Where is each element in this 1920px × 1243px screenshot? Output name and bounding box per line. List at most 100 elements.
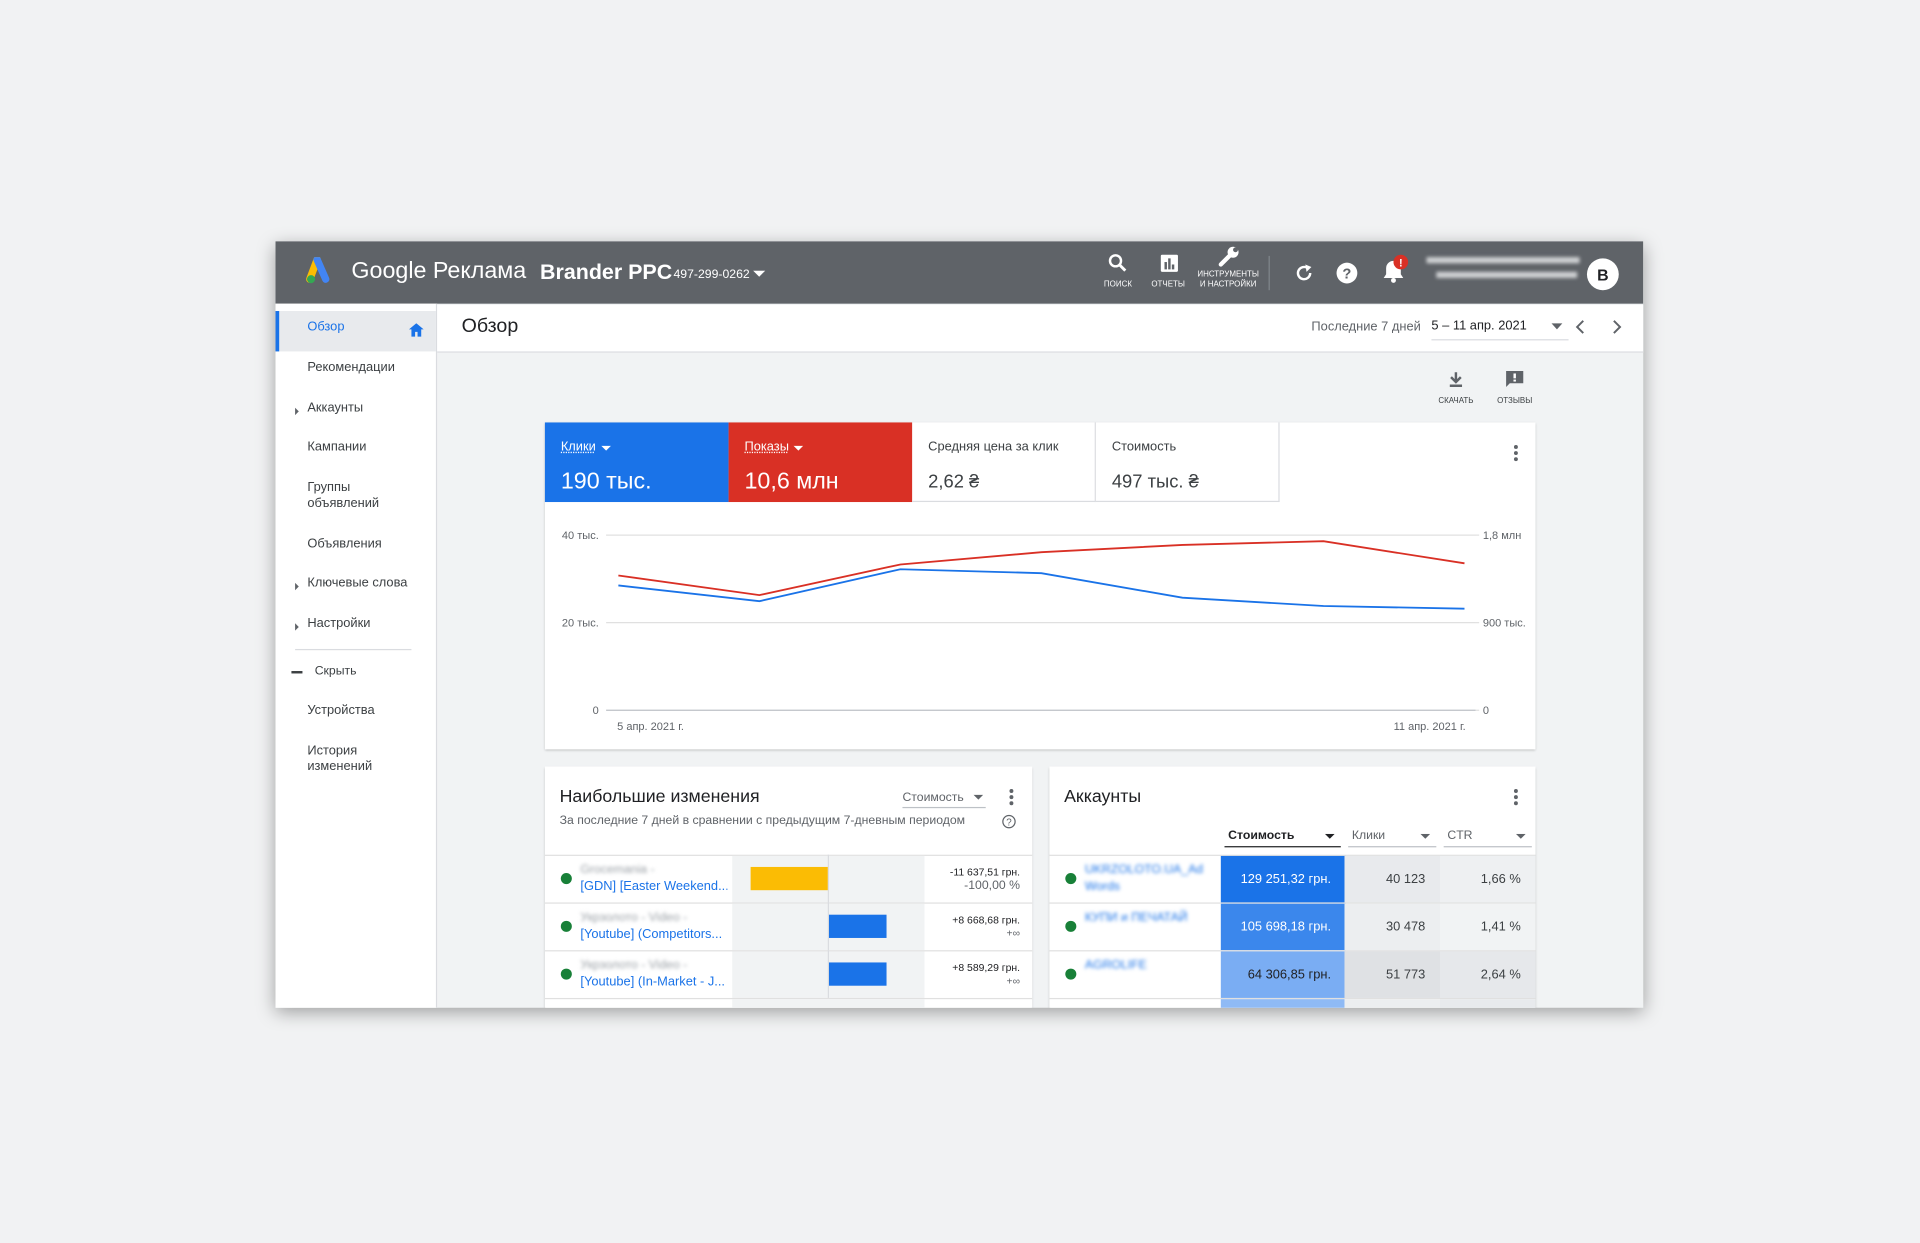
table-cell: 2,64 %: [1440, 951, 1536, 998]
tool-label[interactable]: ИНСТРУМЕНТЫ И НАСТРОЙКИ: [1197, 270, 1259, 289]
metric-tile[interactable]: Средняя цена за клик 2,62 ₴: [912, 422, 1096, 503]
x-tick-label: 5 апр. 2021 г.: [617, 721, 684, 733]
column-header[interactable]: CTR: [1447, 828, 1473, 843]
metric-caret[interactable]: [601, 445, 612, 452]
tool-label[interactable]: ПОИСК: [1103, 280, 1132, 289]
y2-tick-label: 0: [1483, 705, 1489, 717]
sort-caret[interactable]: [1324, 833, 1335, 840]
account-link[interactable]: AGROLIFE: [1084, 958, 1147, 973]
tool-label[interactable]: ОТЧЕТЫ: [1151, 280, 1185, 289]
nav-item[interactable]: Объявления: [307, 536, 382, 552]
feedback-icon[interactable]: [1505, 370, 1525, 390]
date-range[interactable]: 5 – 11 апр. 2021: [1431, 318, 1569, 341]
ads-logo: [306, 257, 330, 284]
row-border: [1049, 950, 1536, 952]
nav-active-bar: [275, 311, 280, 352]
action-label[interactable]: ОТЗЫВЫ: [1497, 396, 1533, 406]
nav-collapse[interactable]: Скрыть: [314, 664, 357, 679]
x-tick-label: 11 апр. 2021 г.: [1394, 721, 1466, 733]
change-bar: [750, 866, 828, 891]
sort-caret[interactable]: [1515, 833, 1526, 840]
nav-active-bg: [275, 311, 436, 352]
nav-item[interactable]: Устройства: [307, 702, 375, 718]
sort-dropdown[interactable]: Стоимость: [902, 791, 986, 809]
nav-item[interactable]: Настройки: [307, 615, 371, 631]
row-border: [544, 854, 1033, 856]
status-dot: [560, 968, 572, 980]
campaign-link[interactable]: [GDN] [Easter Weekend...: [580, 879, 728, 894]
date-caret[interactable]: [1551, 323, 1563, 330]
svg-text:!: !: [1399, 257, 1403, 269]
metric-tile[interactable]: Показы 10,6 млн: [728, 422, 913, 503]
notifications-icon[interactable]: !: [1380, 253, 1409, 285]
change-bar: [828, 962, 886, 986]
nav-divider: [295, 648, 412, 651]
search-icon[interactable]: [1108, 253, 1128, 273]
status-dot: [560, 920, 572, 932]
metric-tile[interactable]: Клики 190 тыс.: [544, 422, 729, 503]
row-border: [1049, 902, 1536, 904]
change-value: +8 668,68 грн.: [952, 913, 1021, 926]
account-id: 497-299-0262: [673, 268, 750, 282]
metric-tile[interactable]: Стоимость 497 тыс. ₴: [1095, 422, 1280, 503]
campaign-link[interactable]: [Youtube] (In-Market - J...: [580, 974, 726, 990]
nav-item[interactable]: Ключевые слова: [307, 575, 408, 591]
nav-item[interactable]: Аккаунты: [307, 400, 364, 416]
metric-value: 190 тыс.: [560, 468, 652, 495]
bar-cell-bg: [732, 999, 925, 1008]
nav-arrow: [295, 407, 299, 416]
status-dot: [1065, 968, 1077, 980]
campaign-link[interactable]: [Youtube] (Competitors...: [580, 926, 723, 942]
metric-caret[interactable]: [793, 445, 804, 452]
table-cell: [1440, 999, 1536, 1008]
prev-period[interactable]: [1575, 320, 1587, 335]
tools-icon[interactable]: [1216, 245, 1240, 267]
avatar[interactable]: B: [1586, 257, 1620, 291]
download-icon[interactable]: [1447, 371, 1464, 388]
account-link[interactable]: КУПИ и ПЕЧАТАЙ: [1084, 911, 1188, 925]
account-name: Укрзолото - Video -: [580, 958, 688, 973]
col-divider: [827, 902, 829, 951]
header-underline: [1224, 846, 1341, 848]
y-tick-label: 20 тыс.: [562, 617, 599, 629]
card-menu[interactable]: [1510, 443, 1522, 465]
divider: [1268, 255, 1270, 291]
status-dot: [1065, 920, 1077, 932]
change-bar: [828, 914, 887, 938]
column-header[interactable]: Стоимость: [1228, 828, 1295, 843]
account-caret[interactable]: [753, 270, 766, 278]
column-header[interactable]: Клики: [1351, 828, 1386, 843]
y2-tick-label: 1,8 млн: [1483, 530, 1521, 542]
table-cell: 1,66 %: [1440, 855, 1536, 903]
table-cell: 105 698,18 грн.: [1220, 903, 1346, 951]
accounts-card: Аккаунты Стоимость Клики CTR UKRZOLOTO.UA_A…: [1049, 766, 1536, 1008]
y2-tick-label: 900 тыс.: [1483, 617, 1526, 629]
nav-item[interactable]: Обзор: [307, 319, 345, 335]
refresh-icon[interactable]: [1294, 263, 1314, 283]
line-chart: 0 20 тыс. 40 тыс. 0 900 тыс. 1,8 млн 5 апр. 20…: [562, 530, 1526, 733]
nav-item[interactable]: Кампании: [307, 439, 367, 455]
card-title: Наибольшие изменения: [559, 787, 760, 807]
product-name: Google Реклама: [351, 258, 527, 285]
nav-item[interactable]: Рекомендации: [307, 360, 395, 375]
card-menu[interactable]: [1510, 787, 1522, 809]
sort-caret[interactable]: [973, 794, 984, 801]
row-border: [544, 902, 1033, 904]
table-cell: 64 306,85 грн.: [1220, 951, 1346, 998]
row-border: [544, 997, 1033, 1000]
page-title: Обзор: [461, 315, 519, 337]
metric-label: Показы: [744, 439, 789, 455]
next-period[interactable]: [1610, 320, 1622, 335]
help-icon[interactable]: ?: [1002, 814, 1017, 829]
nav-item[interactable]: Группы объявлений: [307, 480, 380, 511]
performance-card: Клики 190 тыс. Показы 10,6 млн Средняя цена …: [544, 422, 1536, 750]
nav-item[interactable]: История изменений: [307, 743, 373, 774]
account-link[interactable]: UKRZOLOTO.UA_Ad Words: [1084, 863, 1204, 894]
reports-icon[interactable]: [1160, 253, 1180, 273]
top-changes-card: Наибольшие изменения Стоимость За послед…: [544, 766, 1033, 1008]
account-name[interactable]: Brander PPC: [540, 259, 673, 285]
card-menu[interactable]: [1005, 787, 1017, 809]
action-label[interactable]: СКАЧАТЬ: [1438, 396, 1474, 406]
help-icon[interactable]: ?: [1336, 262, 1358, 284]
sort-caret[interactable]: [1420, 833, 1431, 840]
